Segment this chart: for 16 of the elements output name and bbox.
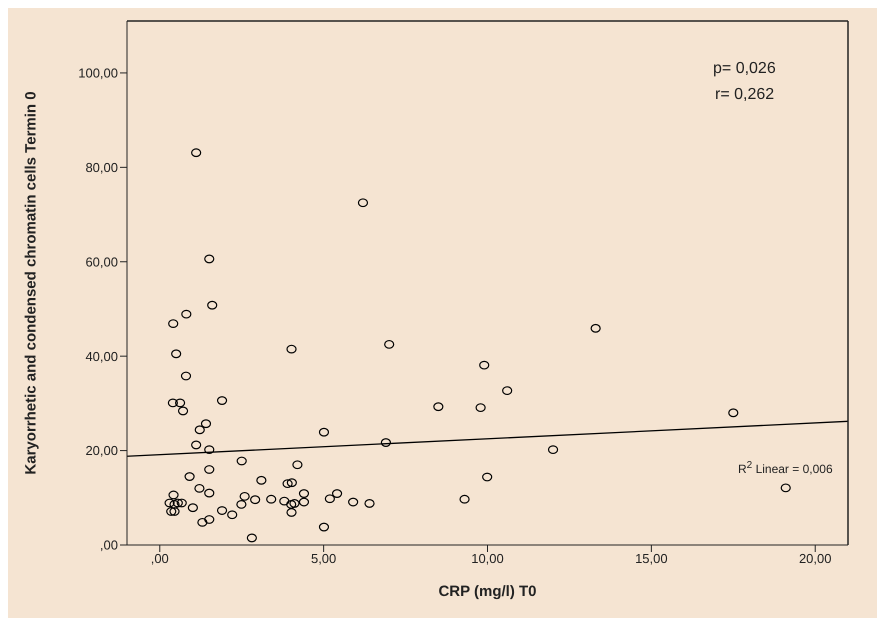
x-tick-label: 10,00 <box>471 551 504 566</box>
x-tick-label: 5,00 <box>310 551 336 566</box>
x-tick-label: 20,00 <box>798 551 832 566</box>
x-tick-label: 15,00 <box>635 551 668 566</box>
y-tick-label: ,00 <box>100 538 118 553</box>
y-axis-title: Karyorrhetic and condensed chromatin cells Termin 0 <box>22 91 40 475</box>
annotation: p= 0,026 <box>713 60 776 78</box>
annotation: r= 0,262 <box>715 86 774 104</box>
x-axis-title: CRP (mg/l) T0 <box>438 583 537 600</box>
x-tick-label: ,00 <box>150 551 169 566</box>
annotation: R$^{2}$ Linear = 0,006 <box>738 460 833 476</box>
y-tick-label: 20,00 <box>85 443 118 458</box>
y-tick-label: 80,00 <box>85 160 118 175</box>
y-tick-label: 60,00 <box>85 254 118 270</box>
y-tick-label: 100,00 <box>78 66 118 81</box>
y-tick-label: 40,00 <box>85 348 118 364</box>
